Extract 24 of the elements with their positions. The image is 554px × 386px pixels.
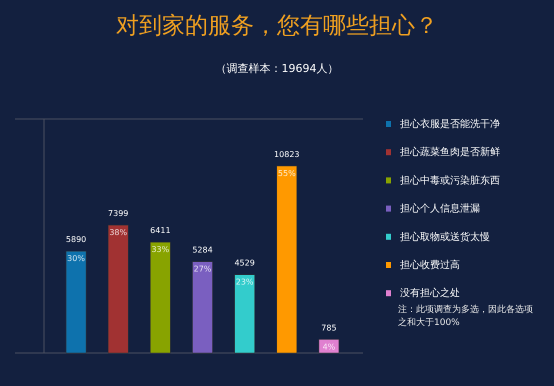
- legend-label: 担心个人信息泄漏: [400, 202, 480, 215]
- legend-label: 担心收费过高: [400, 259, 460, 271]
- legend-label: 没有担心之处: [400, 287, 460, 300]
- data-label: 4529: [234, 258, 255, 268]
- chart-subtitle: （调查样本：19694人）: [216, 62, 338, 75]
- legend-label: 担心取物或送货太慢: [400, 230, 490, 243]
- legend-label: 担心中毒或污染脏东西: [400, 174, 500, 186]
- annotation: 23%: [236, 278, 254, 287]
- data-label: 7399: [108, 209, 128, 218]
- data-label: 5890: [66, 235, 86, 244]
- data-label: 10823: [274, 150, 300, 159]
- annotation: 4%: [322, 342, 336, 352]
- annotation: 55%: [278, 169, 296, 178]
- annotation: 27%: [194, 264, 212, 274]
- data-label: 6411: [150, 226, 171, 236]
- chart-title: 对到家的服务，您有哪些担心？: [116, 13, 438, 39]
- legend-label: 担心蔬菜鱼肉是否新鲜: [400, 146, 500, 158]
- legend-label: 担心衣服是否能洗干净: [400, 118, 500, 130]
- annotation: 30%: [67, 254, 86, 264]
- data-label: 5284: [192, 246, 213, 255]
- data-label: 785: [321, 323, 337, 332]
- text: 注：此项调查为多选，因此各选项之和大于100%: [398, 304, 534, 330]
- annotation: 38%: [109, 228, 128, 238]
- annotation: 33%: [151, 245, 170, 254]
